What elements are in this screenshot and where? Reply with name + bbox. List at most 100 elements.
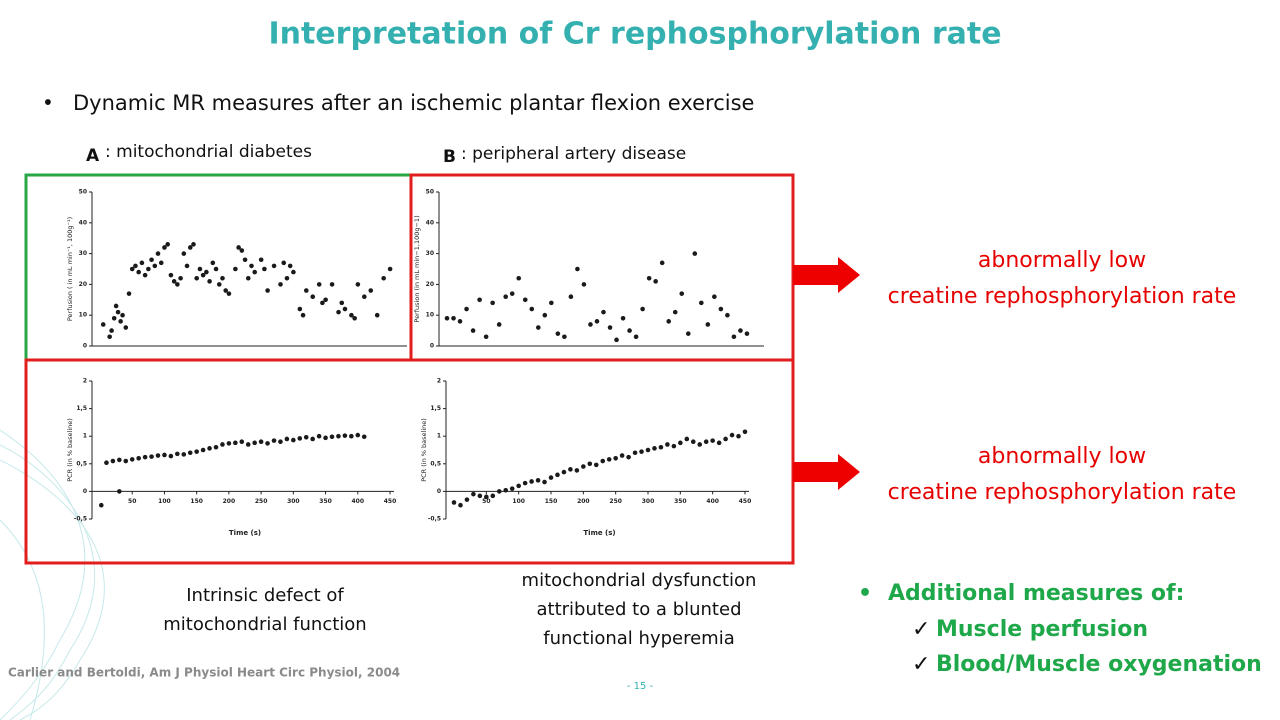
data-point	[496, 322, 502, 327]
x-tick-label: 300	[287, 498, 300, 505]
data-point	[104, 460, 109, 465]
data-point	[725, 312, 730, 318]
data-point	[620, 315, 626, 321]
caption: mitochondrial dysfunction	[522, 570, 757, 591]
x-tick-label: 50	[482, 498, 490, 505]
data-point	[100, 322, 106, 327]
x-tick-label: 400	[706, 498, 719, 505]
data-point	[265, 441, 270, 446]
y-tick-label: 0	[83, 343, 87, 350]
data-point	[736, 433, 741, 439]
data-point	[303, 435, 309, 440]
data-point	[216, 282, 222, 287]
data-point	[535, 325, 541, 330]
y-tick-label: 30	[426, 250, 434, 257]
x-tick-label: 100	[512, 498, 525, 505]
x-tick-label: 150	[545, 498, 558, 505]
y-tick-label: 0,5	[76, 460, 87, 467]
data-point	[457, 319, 463, 324]
y-tick-label: 0,5	[430, 460, 441, 467]
page-number: - 15 -	[627, 681, 654, 692]
data-point	[542, 479, 547, 485]
data-point	[113, 303, 119, 309]
data-point	[168, 453, 174, 459]
data-point	[496, 489, 502, 494]
data-point	[632, 450, 638, 456]
x-tick-label: 450	[739, 498, 752, 505]
caption: mitochondrial function	[163, 614, 366, 635]
data-point	[444, 315, 450, 321]
finding-text: creatine rephosphorylation rate	[888, 480, 1237, 505]
y-tick-label: 50	[426, 189, 434, 196]
data-point	[490, 300, 495, 306]
data-point	[451, 500, 457, 505]
data-point	[342, 433, 348, 438]
data-point	[284, 275, 290, 281]
y-tick-label: 0	[430, 343, 434, 350]
y-tick-label: 30	[79, 250, 87, 257]
panel-letter: A	[86, 146, 100, 166]
data-point	[210, 260, 216, 266]
data-point	[181, 251, 187, 256]
data-point	[175, 451, 180, 457]
data-point	[258, 439, 264, 445]
x-tick-label: 300	[642, 498, 655, 505]
data-point	[187, 450, 193, 456]
data-point	[142, 454, 148, 460]
data-point	[118, 319, 123, 324]
data-point	[699, 300, 704, 306]
x-tick-label: 200	[577, 498, 590, 505]
data-point	[555, 331, 561, 336]
data-point	[587, 461, 593, 467]
data-point	[162, 452, 167, 458]
check-icon: ✓	[912, 652, 930, 677]
data-point	[265, 288, 270, 293]
data-point	[139, 260, 145, 266]
arrow	[793, 257, 860, 293]
x-tick-label: 200	[223, 498, 236, 505]
data-point	[109, 328, 114, 333]
data-point	[303, 288, 309, 293]
data-point	[744, 331, 750, 336]
additional-item: Muscle perfusion	[936, 617, 1148, 642]
data-point	[355, 282, 361, 287]
data-point	[252, 269, 258, 275]
panel-letter: B	[443, 147, 456, 167]
data-point	[146, 266, 151, 272]
data-point	[645, 447, 651, 453]
x-tick-label: 250	[255, 498, 268, 505]
data-point	[464, 497, 470, 502]
data-point	[381, 275, 386, 281]
y-tick-label: 10	[79, 312, 87, 319]
data-point	[349, 433, 354, 439]
data-point	[184, 263, 190, 269]
data-point	[600, 458, 606, 464]
y-tick-label: 1	[437, 433, 441, 440]
y-tick-label: 50	[79, 189, 87, 196]
data-point	[361, 434, 367, 440]
data-point	[320, 300, 325, 306]
data-point	[697, 442, 703, 447]
data-point	[149, 454, 154, 459]
data-point	[555, 472, 560, 478]
data-point	[329, 282, 335, 287]
data-point	[226, 441, 232, 446]
data-point	[329, 434, 335, 440]
data-point	[271, 263, 277, 269]
slide-title: Interpretation of Cr rephosphorylation r…	[268, 17, 1001, 52]
data-point	[258, 257, 264, 263]
data-point	[162, 245, 167, 250]
data-point	[477, 493, 483, 499]
data-point	[236, 245, 241, 250]
x-tick-label: 350	[319, 498, 332, 505]
data-point	[233, 266, 238, 272]
y-tick-label: 1	[83, 433, 87, 440]
data-point	[187, 245, 193, 250]
data-point	[516, 275, 522, 281]
data-point	[718, 306, 724, 312]
data-point	[278, 439, 283, 445]
data-point	[129, 266, 135, 272]
additional-heading: Additional measures of:	[888, 581, 1184, 606]
data-point	[581, 282, 587, 287]
